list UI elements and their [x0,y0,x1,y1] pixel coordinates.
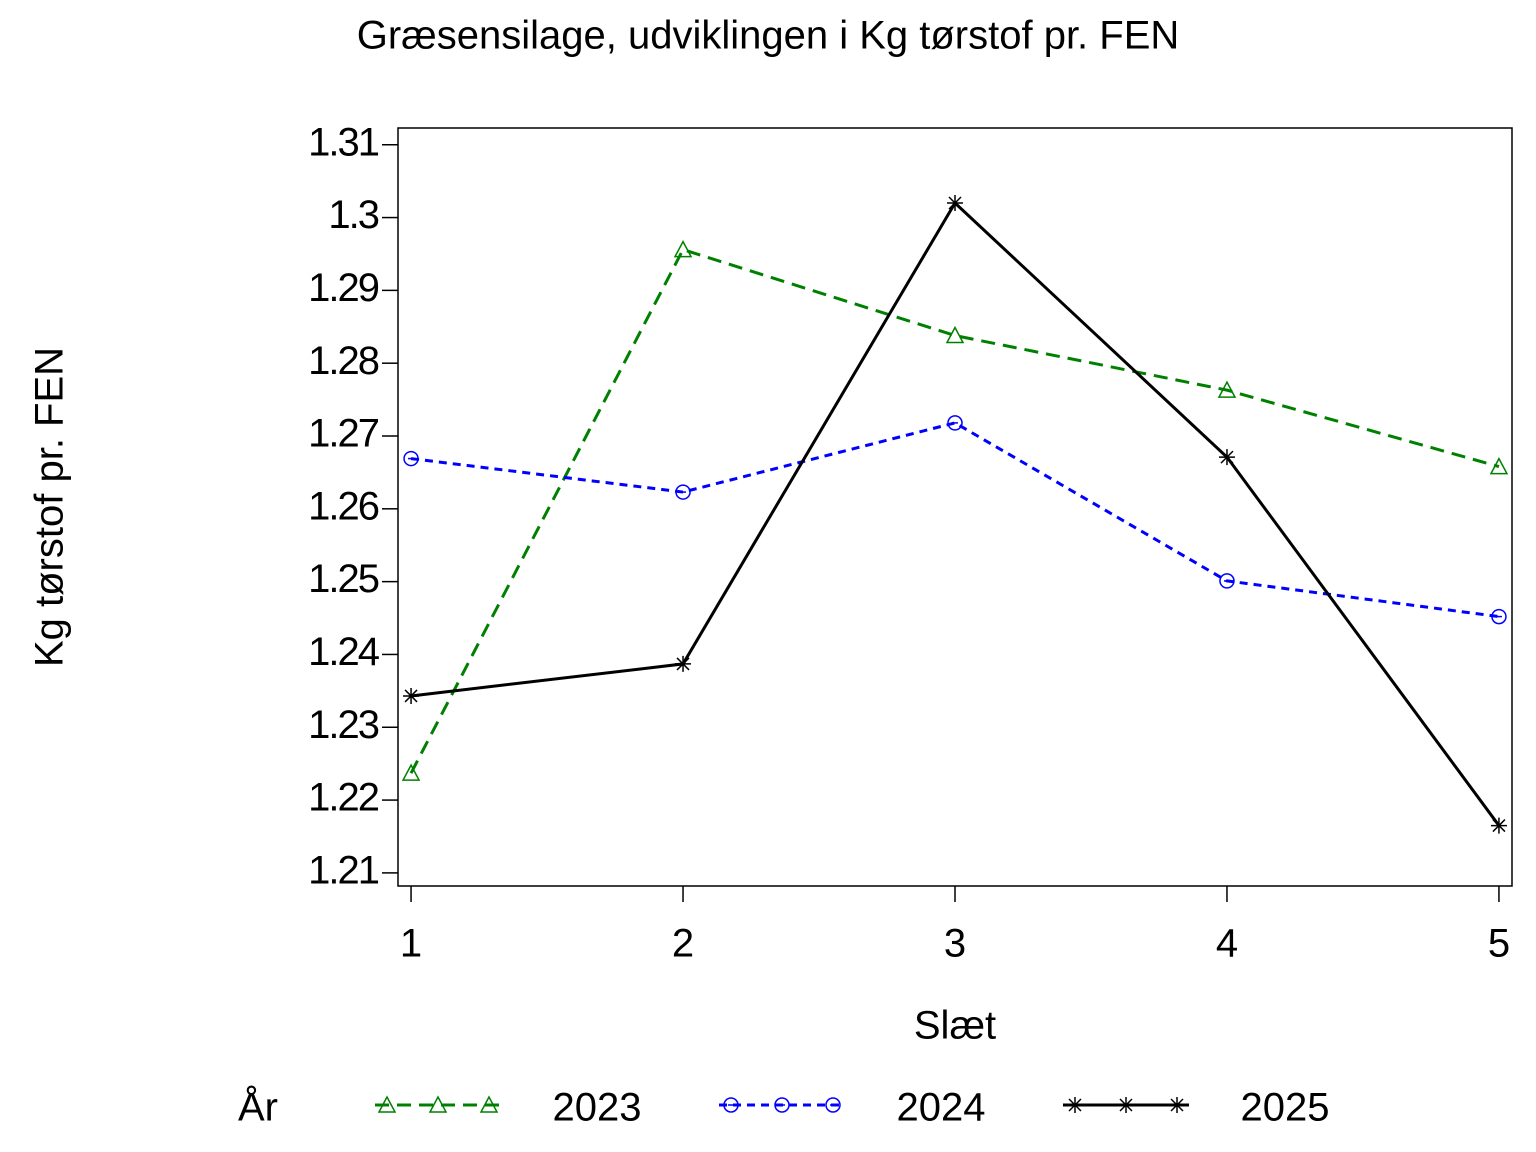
y-tick-label: 1.22 [308,776,379,820]
marker-shape [1067,1097,1083,1113]
marker-shape [428,1095,448,1113]
y-tick-label: 1.3 [328,193,378,237]
marker-shape [945,325,965,344]
marker [1491,608,1507,625]
marker [947,415,963,431]
marker-shape [401,763,421,781]
marker [479,1095,499,1113]
legend-label: 2023 [553,1086,642,1130]
legend-label: 2025 [1241,1086,1330,1130]
marker [1217,380,1237,398]
y-tick-label: 1.29 [308,266,379,310]
marker-shape [1218,449,1235,466]
y-tick-label: 1.25 [308,557,379,601]
marker-shape [1219,573,1235,589]
marker [401,763,421,781]
marker [945,325,965,344]
marker [723,1097,739,1113]
marker [403,450,419,467]
marker-shape [723,1097,739,1113]
marker [673,240,693,258]
marker-shape [1118,1097,1134,1113]
marker [1067,1097,1083,1113]
marker [403,687,420,704]
marker-shape [673,240,693,258]
y-axis-label: Kg tørstof pr. FEN [28,347,72,667]
marker [947,194,963,211]
marker [1489,456,1509,475]
marker-shape [377,1095,397,1113]
x-tick-label: 2 [672,922,694,966]
marker-shape [1491,608,1507,625]
marker-shape [947,415,963,431]
marker-shape [947,194,963,211]
series-line [410,200,1501,827]
marker [675,655,692,672]
marker-shape [675,655,692,672]
y-tick-label: 1.26 [308,484,379,528]
marker-shape [403,687,420,704]
legend-label: 2024 [897,1086,986,1130]
series-line [410,421,1500,619]
y-tick-label: 1.21 [308,848,379,892]
x-tick-label: 5 [1488,922,1510,966]
x-tick-label: 3 [944,922,966,966]
y-tick-label: 1.24 [308,630,380,674]
plot-frame [397,127,1513,887]
marker [1118,1097,1134,1113]
chart-title: Græsensilage, udviklingen i Kg tørstof p… [357,14,1180,58]
marker-shape [479,1095,499,1113]
marker-shape [774,1097,790,1113]
marker-shape [403,450,419,467]
marker [377,1095,397,1113]
marker [428,1095,448,1113]
marker [675,484,691,500]
y-tick-label: 1.27 [308,412,379,456]
marker [774,1097,790,1113]
marker-shape [1169,1097,1185,1113]
x-axis-label: Slæt [914,1004,996,1048]
y-tick-label: 1.28 [308,339,379,383]
marker-shape [1489,456,1509,475]
y-tick-label: 1.23 [308,703,379,747]
marker [1490,817,1507,834]
marker-shape [675,484,691,500]
x-tick-label: 1 [400,922,422,966]
y-tick-label: 1.31 [308,120,379,164]
marker [825,1097,841,1113]
marker-shape [825,1097,841,1113]
marker [1218,449,1235,466]
marker [1219,573,1235,589]
x-tick-label: 4 [1216,922,1238,966]
marker-shape [1217,380,1237,398]
legend-title: År [238,1085,278,1130]
marker [1169,1097,1185,1113]
marker-shape [1490,817,1507,834]
